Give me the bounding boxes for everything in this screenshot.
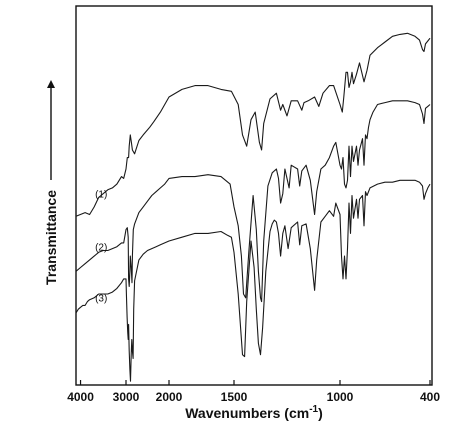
y-axis-arrow-head-icon (47, 80, 55, 88)
spectrum-curve-2 (75, 100, 431, 303)
x-axis-ticks: 4000 3000 2000 1500 1000 400 (67, 380, 440, 404)
x-tick-label: 3000 (113, 390, 140, 404)
curve-labels-layer: (1) (2) (3) (95, 189, 107, 304)
y-axis-title: Transmittance (43, 190, 59, 285)
x-tick-label: 400 (420, 390, 440, 404)
spectrum-curve-3 (75, 179, 431, 382)
x-tick-label: 4000 (67, 390, 94, 404)
x-tick-label: 1000 (327, 390, 354, 404)
y-axis-title-group: Transmittance (43, 80, 59, 285)
x-tick-label: 1500 (221, 390, 248, 404)
curve-label-3: (3) (95, 294, 107, 305)
plot-frame (75, 5, 433, 386)
x-tick-label: 2000 (156, 390, 183, 404)
x-axis-title-suffix: ) (318, 405, 323, 421)
x-axis-title-main: Wavenumbers (cm (185, 405, 309, 421)
curve-label-1: (1) (95, 189, 107, 200)
spectrum-curve-1 (75, 32, 431, 217)
curves-layer (75, 32, 431, 382)
curve-label-2: (2) (95, 242, 107, 253)
x-axis-title: Wavenumbers (cm-1) (185, 404, 323, 421)
x-axis-title-superscript: -1 (309, 404, 318, 415)
